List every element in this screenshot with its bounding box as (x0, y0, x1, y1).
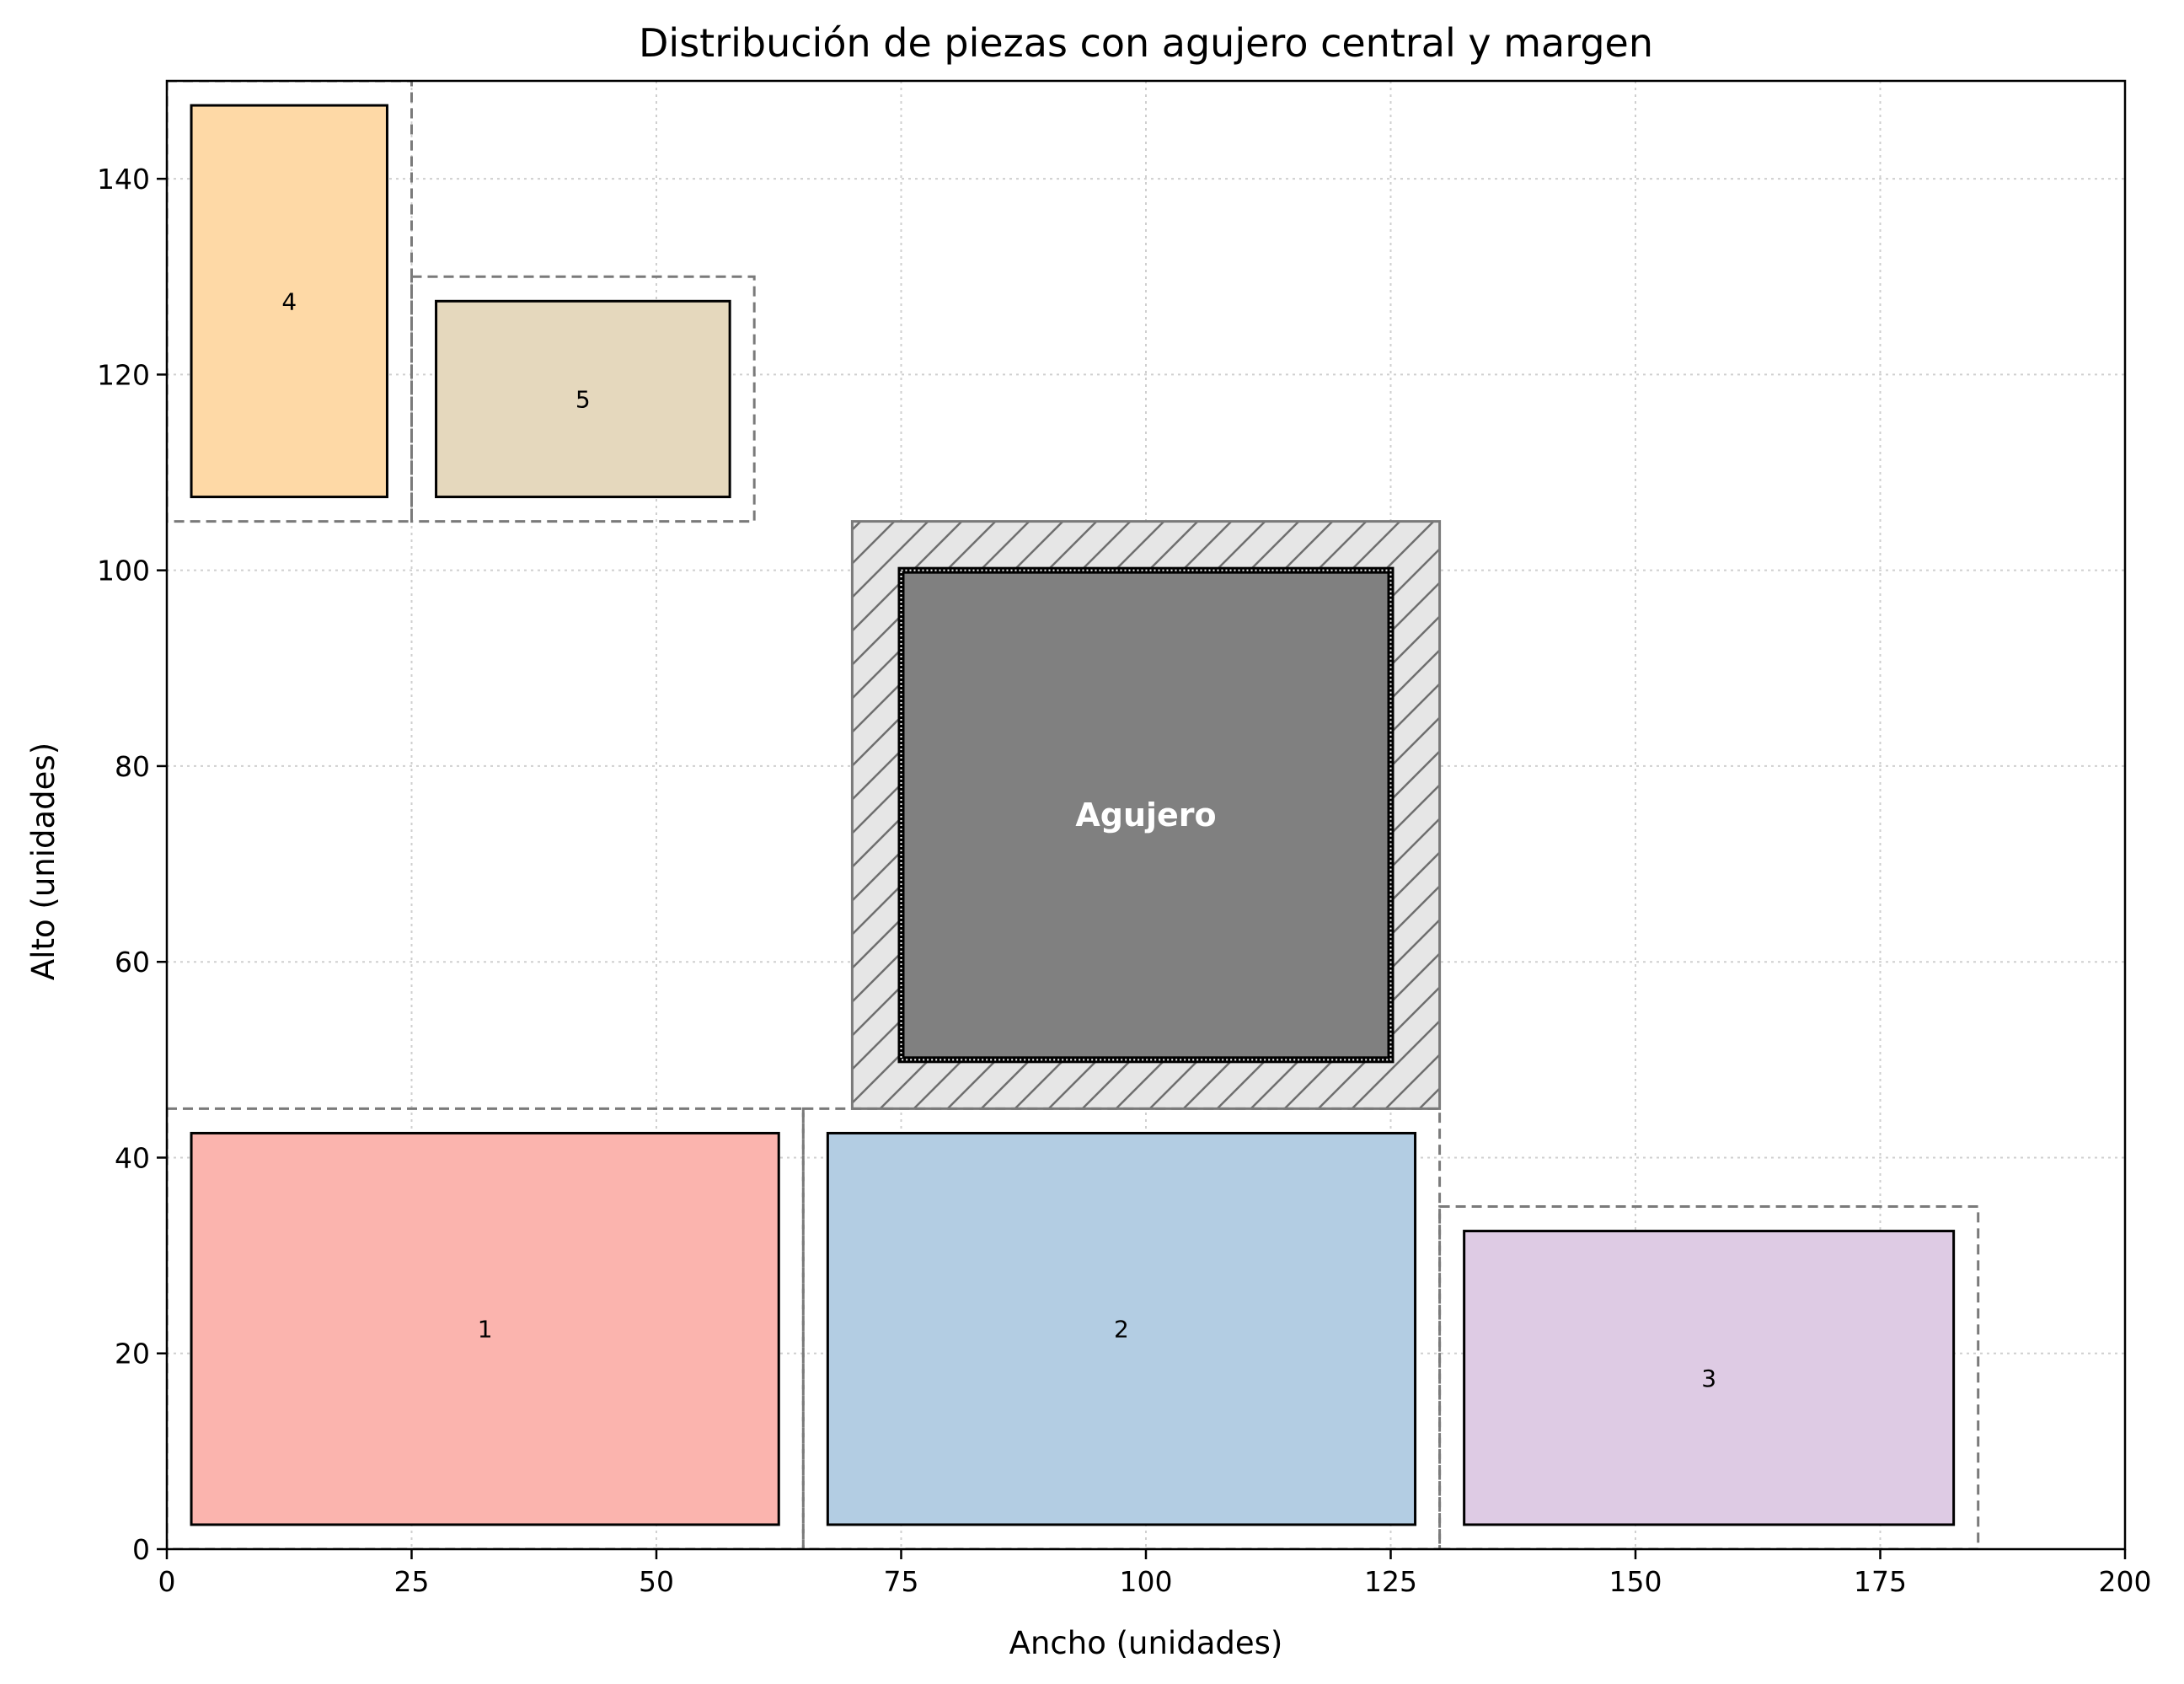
piece-margin-outline (167, 1107, 805, 1549)
x-tick-label: 150 (1609, 1565, 1662, 1598)
x-tick-label: 125 (1364, 1565, 1417, 1598)
x-tick-label: 0 (158, 1565, 176, 1598)
x-tick-label: 75 (884, 1565, 919, 1598)
piece-4 (190, 104, 388, 499)
y-axis-title: Alto (unidades) (25, 743, 62, 980)
piece-1 (190, 1131, 780, 1526)
y-tick-label: 120 (97, 358, 150, 391)
y-tick-label: 80 (115, 750, 150, 783)
x-tick-label: 100 (1120, 1565, 1173, 1598)
piece-label-3: 3 (1701, 1365, 1716, 1392)
piece-label-2: 2 (1114, 1316, 1129, 1343)
y-tick-label: 20 (115, 1338, 150, 1370)
piece-5 (435, 299, 731, 499)
bin-outlines (167, 81, 1980, 1549)
x-tick-label: 50 (639, 1565, 674, 1598)
piece-label-1: 1 (478, 1316, 493, 1343)
piece-margin-outline (167, 81, 413, 523)
piece-label-5: 5 (575, 385, 591, 413)
x-tick-label: 25 (394, 1565, 430, 1598)
chart-title: Distribución de piezas con agujero centr… (639, 20, 1653, 66)
y-tick-label: 140 (97, 163, 150, 196)
piece-2 (826, 1131, 1417, 1526)
piece-label-4: 4 (281, 287, 297, 315)
y-tick-label: 40 (115, 1141, 150, 1174)
x-axis-title: Ancho (unidades) (1009, 1625, 1283, 1661)
pieces-layer: 1 2 3 4 5 (190, 104, 1956, 1526)
x-tick-label: 200 (2099, 1565, 2152, 1598)
piece-3 (1463, 1230, 1956, 1526)
hole-label: Agujero (1075, 796, 1216, 834)
piece-margin-outline (410, 275, 756, 523)
y-tick-label: 100 (97, 555, 150, 587)
hole (897, 566, 1394, 1064)
x-tick-label: 175 (1854, 1565, 1907, 1598)
piece-margin-outline (1438, 1205, 1980, 1549)
y-tick-label: 60 (115, 946, 150, 979)
hole-inner-dotted (900, 569, 1392, 1061)
hole-layer: Agujero (897, 566, 1394, 1064)
y-tick-label: 0 (132, 1533, 150, 1566)
